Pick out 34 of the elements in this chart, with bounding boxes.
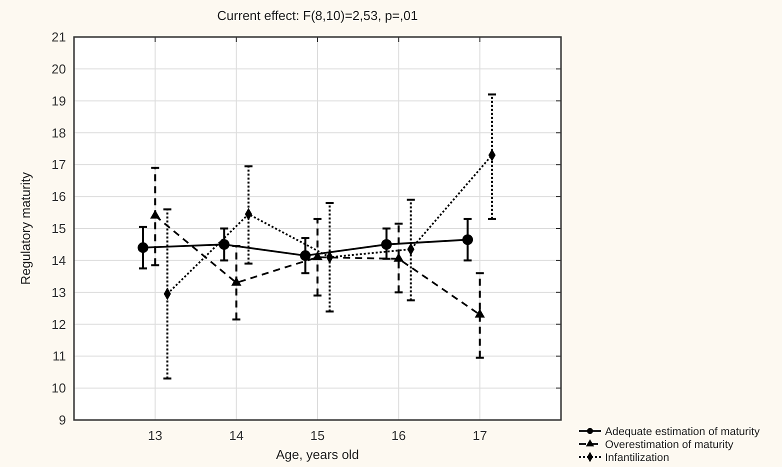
y-tick-label: 14 <box>52 252 66 268</box>
point <box>462 234 474 246</box>
point <box>300 250 311 261</box>
point <box>218 239 230 250</box>
y-axis-title: Regulatory maturity <box>18 172 33 285</box>
y-tick-label: 20 <box>52 61 66 76</box>
point <box>150 210 160 219</box>
y-tick-label: 13 <box>52 284 66 300</box>
point <box>231 276 242 286</box>
legend-label: Adequate estimation of maturity <box>605 426 760 438</box>
y-tick-label: 18 <box>52 125 66 140</box>
point <box>394 252 404 262</box>
y-tick-label: 16 <box>52 189 66 204</box>
y-tick-label: 19 <box>52 93 66 108</box>
y-tick-label: 10 <box>52 380 66 396</box>
legend-label: Overestimation of maturity <box>605 438 734 451</box>
point <box>138 242 148 253</box>
x-tick-label: 13 <box>148 428 162 443</box>
point <box>381 239 392 250</box>
y-tick-label: 21 <box>52 30 66 45</box>
x-tick-label: 14 <box>229 428 244 443</box>
y-tick-label: 11 <box>52 348 66 364</box>
y-tick-label: 15 <box>52 221 66 236</box>
y-tick-label: 17 <box>52 157 66 172</box>
point <box>312 251 323 260</box>
point <box>474 308 485 318</box>
x-axis-title: Age, years old <box>276 447 360 462</box>
legend-label: Infantilization <box>605 452 670 464</box>
x-tick-label: 17 <box>472 428 488 443</box>
y-tick-label: 12 <box>52 316 66 332</box>
chart-title: Current effect: F(8,10)=2,53, p=,01 <box>217 8 418 23</box>
y-tick-label: 9 <box>58 412 66 428</box>
x-tick-label: 15 <box>310 428 325 443</box>
x-tick-label: 16 <box>391 428 406 443</box>
